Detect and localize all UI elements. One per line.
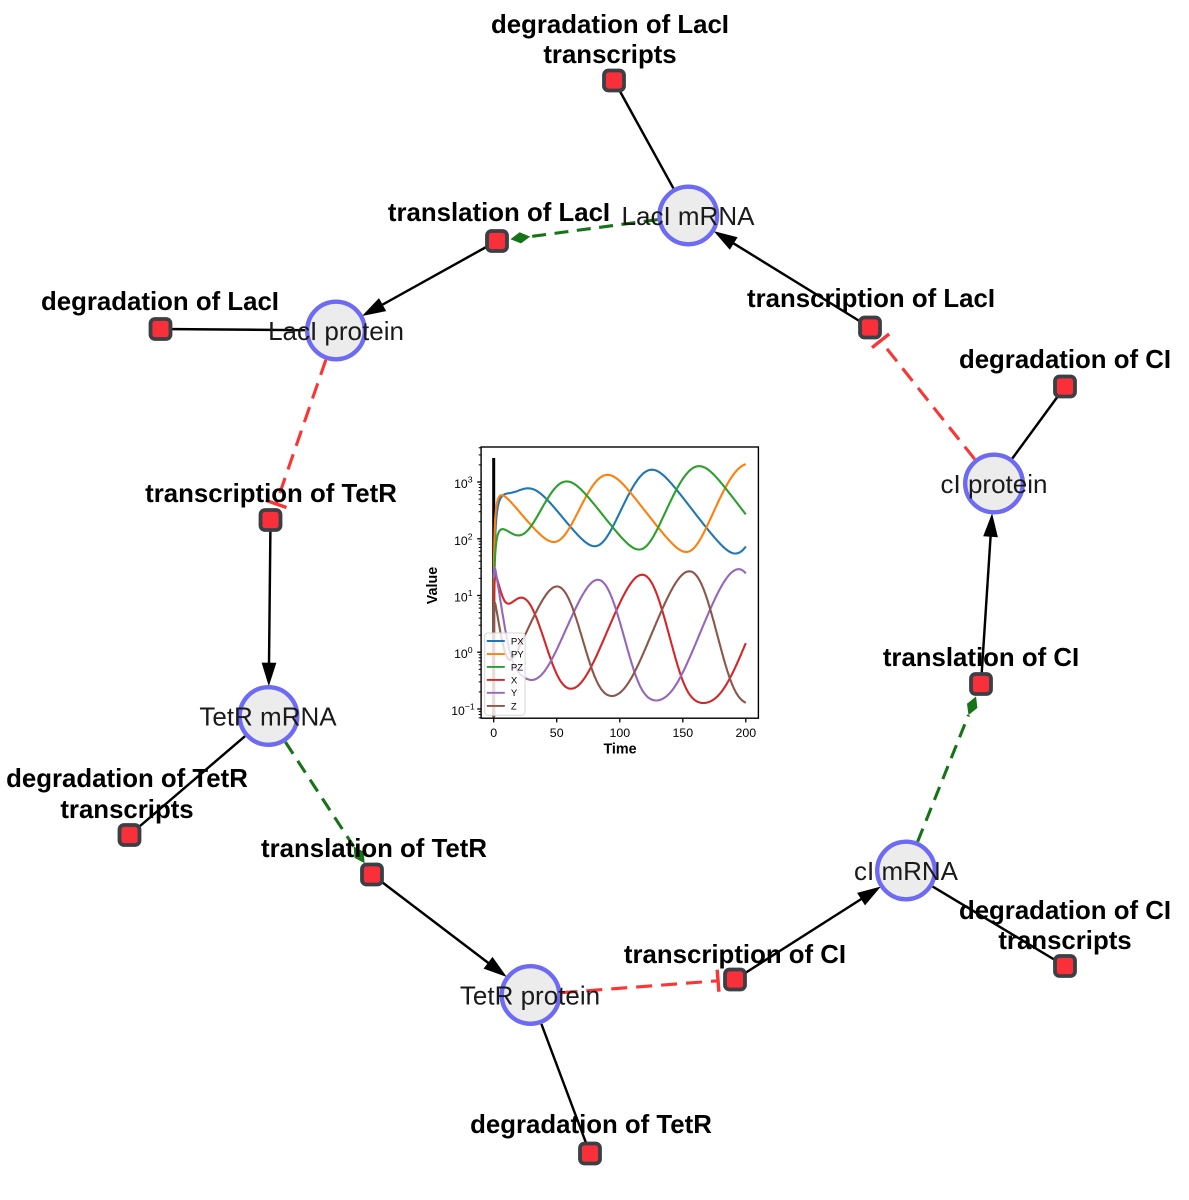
svg-text:translation of TetR: translation of TetR — [261, 835, 487, 863]
svg-text:10: 10 — [454, 647, 468, 661]
svg-text:TetR protein: TetR protein — [460, 981, 600, 1011]
svg-text:transcription of CI: transcription of CI — [624, 941, 846, 969]
svg-text:Time: Time — [603, 742, 636, 758]
svg-text:10: 10 — [451, 704, 465, 718]
svg-text:PX: PX — [511, 636, 524, 647]
svg-text:10: 10 — [454, 534, 468, 548]
svg-text:2: 2 — [468, 531, 473, 541]
svg-text:LacI mRNA: LacI mRNA — [622, 201, 756, 231]
svg-text:PY: PY — [511, 650, 524, 661]
svg-text:1: 1 — [468, 588, 473, 598]
svg-text:3: 3 — [468, 475, 473, 485]
svg-text:transcripts: transcripts — [998, 927, 1131, 955]
svg-text:Z: Z — [511, 701, 517, 712]
svg-text:10: 10 — [454, 477, 468, 491]
svg-text:translation of CI: translation of CI — [883, 644, 1079, 672]
svg-text:cI mRNA: cI mRNA — [854, 856, 959, 886]
svg-text:degradation of CI: degradation of CI — [959, 346, 1171, 374]
svg-text:transcription of LacI: transcription of LacI — [747, 285, 995, 313]
svg-text:degradation of TetR: degradation of TetR — [6, 765, 248, 793]
svg-text:transcripts: transcripts — [60, 796, 193, 824]
svg-text:translation of LacI: translation of LacI — [388, 199, 610, 227]
svg-text:PZ: PZ — [511, 662, 523, 673]
svg-text:transcription of TetR: transcription of TetR — [145, 480, 397, 508]
svg-text:−1: −1 — [465, 702, 475, 712]
svg-text:200: 200 — [735, 726, 756, 740]
svg-text:0: 0 — [490, 726, 497, 740]
svg-text:degradation of LacI: degradation of LacI — [491, 11, 729, 39]
svg-text:Y: Y — [511, 688, 518, 699]
svg-text:degradation of TetR: degradation of TetR — [470, 1111, 712, 1139]
svg-text:transcripts: transcripts — [543, 41, 676, 69]
svg-text:cI protein: cI protein — [941, 469, 1048, 499]
svg-text:0: 0 — [468, 645, 473, 655]
svg-text:50: 50 — [550, 726, 564, 740]
svg-text:10: 10 — [454, 591, 468, 605]
svg-text:degradation of CI: degradation of CI — [959, 897, 1171, 925]
svg-text:Value: Value — [425, 567, 441, 604]
svg-text:degradation of LacI: degradation of LacI — [41, 288, 279, 316]
svg-text:X: X — [511, 675, 518, 686]
svg-text:TetR mRNA: TetR mRNA — [199, 702, 337, 732]
svg-text:LacI protein: LacI protein — [268, 316, 404, 346]
svg-text:150: 150 — [672, 726, 693, 740]
svg-text:100: 100 — [609, 726, 630, 740]
